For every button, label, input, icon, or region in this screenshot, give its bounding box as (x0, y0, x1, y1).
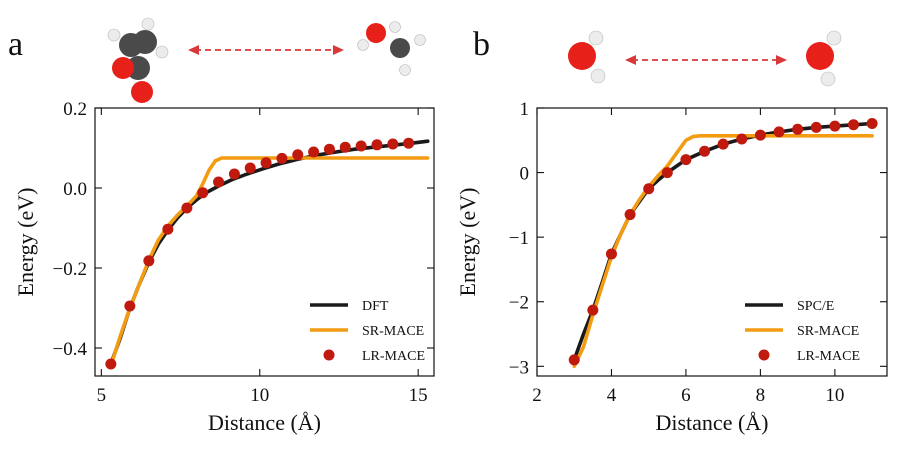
legend: DFT SR-MACE LR-MACE (310, 299, 425, 364)
data-point (105, 358, 117, 370)
legend-marker (758, 349, 770, 361)
data-point (143, 255, 155, 267)
data-point (181, 202, 193, 214)
panel-b-letter: b (473, 26, 490, 63)
x-tick-label: 10 (825, 385, 844, 406)
y-tick-label: −0.4 (53, 339, 88, 360)
data-point (810, 121, 822, 133)
data-point (792, 123, 804, 135)
double-arrow-b (625, 55, 787, 65)
data-point (276, 152, 288, 164)
data-point (866, 117, 878, 129)
double-arrow-a (188, 45, 344, 55)
legend-label: SPC/E (797, 299, 834, 314)
data-point (197, 187, 209, 199)
data-point (754, 129, 766, 141)
x-tick-label: 8 (756, 385, 766, 406)
panel-a-letter: a (8, 26, 23, 63)
data-point (699, 145, 711, 157)
y-tick-label: 0 (520, 164, 530, 185)
series-line-sr-mace (572, 134, 874, 369)
y-axis-label: Energy (eV) (455, 188, 480, 297)
molecule-acetate-illustration (107, 17, 169, 103)
data-point (624, 209, 636, 221)
chart-a: 5 10 15 0.2 0.0 −0.2 −0.4 Distance (Å) Energy (e… (13, 99, 435, 435)
data-point (847, 119, 859, 131)
data-point (587, 304, 599, 316)
y-tick-label: 0.2 (63, 99, 87, 120)
y-axis-label: Energy (eV) (13, 188, 38, 297)
data-point (717, 138, 729, 150)
legend-label: DFT (362, 299, 389, 314)
data-point (292, 149, 304, 161)
data-point (736, 133, 748, 145)
data-point (124, 300, 136, 312)
data-point (387, 138, 399, 150)
water-molecule-right-illustration (806, 30, 842, 87)
plot-frame (536, 107, 888, 377)
legend-marker (323, 349, 335, 361)
y-tick-label: −1 (509, 228, 529, 249)
data-point (339, 141, 351, 153)
data-point (355, 140, 367, 152)
data-point (661, 167, 673, 179)
legend-label: SR-MACE (362, 324, 424, 339)
x-axis-label: Distance (Å) (208, 410, 321, 435)
legend: SPC/E SR-MACE LR-MACE (745, 299, 860, 364)
data-point (162, 223, 174, 235)
data-point (213, 176, 225, 188)
legend-label: SR-MACE (797, 324, 859, 339)
data-point (371, 139, 383, 151)
x-axis-label: Distance (Å) (655, 410, 768, 435)
y-tick-label: −3 (509, 357, 529, 378)
data-point (323, 143, 335, 155)
series-line-sr-mace (109, 156, 430, 368)
y-tick-label: −0.2 (53, 259, 87, 280)
data-point (773, 126, 785, 138)
x-tick-label: 5 (97, 385, 107, 406)
x-tick-label: 6 (681, 385, 691, 406)
data-point (308, 146, 320, 158)
legend-label: LR-MACE (362, 349, 425, 364)
x-tick-label: 15 (409, 385, 428, 406)
y-tick-label: −2 (509, 293, 529, 314)
data-point (643, 183, 655, 195)
data-point (260, 157, 272, 169)
x-tick-label: 10 (250, 385, 269, 406)
y-tick-label: 1 (520, 99, 530, 120)
x-tick-label: 4 (607, 385, 617, 406)
data-point (228, 168, 240, 180)
x-tick-label: 2 (532, 385, 542, 406)
data-point (680, 154, 692, 166)
plot-frame (94, 107, 435, 377)
y-tick-label: 0.0 (63, 179, 87, 200)
legend-label: LR-MACE (797, 349, 860, 364)
data-point (244, 162, 256, 174)
data-point (605, 248, 617, 260)
molecule-methanol-illustration (357, 21, 426, 76)
data-point (568, 354, 580, 366)
water-molecule-left-illustration (568, 30, 606, 84)
data-point (829, 120, 841, 132)
data-point (403, 137, 415, 149)
